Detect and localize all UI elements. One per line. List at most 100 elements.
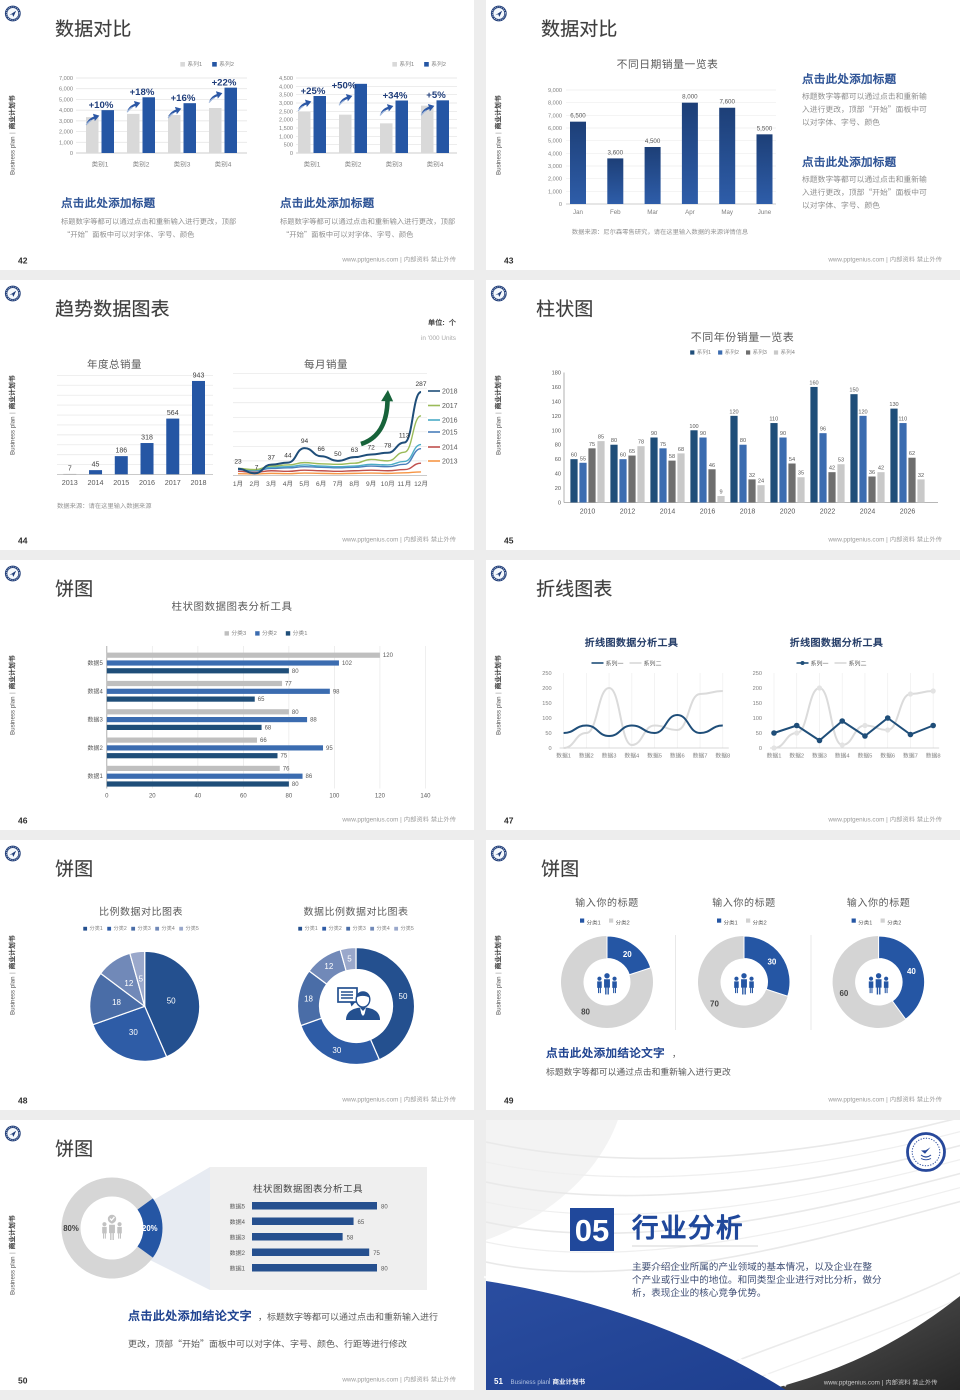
svg-text:46: 46 — [18, 816, 28, 826]
svg-text:3,000: 3,000 — [59, 119, 73, 125]
svg-text:Business plan: Business plan — [10, 416, 17, 455]
svg-text:7,000: 7,000 — [548, 113, 562, 119]
svg-text:11: 11 — [397, 481, 404, 488]
svg-text:www.pptgenius.com |: www.pptgenius.com | — [341, 1377, 402, 1384]
svg-text:www.pptgenius.com |: www.pptgenius.com | — [341, 537, 402, 544]
svg-text:40: 40 — [907, 967, 916, 976]
svg-text:Business plan: Business plan — [10, 696, 17, 735]
svg-text:58: 58 — [669, 454, 675, 460]
svg-text:36: 36 — [869, 470, 875, 476]
svg-text:6,000: 6,000 — [548, 126, 562, 132]
svg-text:60: 60 — [620, 453, 626, 459]
svg-text:80: 80 — [381, 1267, 388, 1273]
svg-text:7: 7 — [915, 754, 918, 760]
svg-text:80: 80 — [611, 438, 617, 444]
svg-text:2022: 2022 — [820, 509, 836, 516]
svg-text:1,500: 1,500 — [279, 126, 293, 132]
svg-text:63: 63 — [351, 447, 359, 454]
svg-text:4: 4 — [846, 754, 850, 760]
svg-text:20: 20 — [555, 486, 561, 492]
svg-text:0: 0 — [105, 794, 109, 800]
svg-text:66: 66 — [260, 738, 267, 744]
svg-text:75: 75 — [373, 1251, 380, 1257]
svg-text:2017: 2017 — [442, 403, 458, 410]
svg-text:8: 8 — [727, 754, 730, 760]
svg-text:www.pptgenius.com |: www.pptgenius.com | — [827, 817, 888, 824]
svg-text:32: 32 — [749, 473, 755, 479]
svg-text:www.pptgenius.com |: www.pptgenius.com | — [341, 817, 402, 824]
svg-text:1: 1 — [199, 62, 202, 68]
svg-text:68: 68 — [678, 447, 684, 453]
svg-text:6: 6 — [892, 754, 895, 760]
svg-text:www.pptgenius.com |: www.pptgenius.com | — [341, 257, 402, 264]
svg-text:3: 3 — [242, 1236, 246, 1242]
svg-text:37: 37 — [268, 455, 276, 462]
svg-text:5: 5 — [869, 754, 872, 760]
svg-text:4,000: 4,000 — [59, 108, 73, 114]
svg-text:2016: 2016 — [139, 478, 155, 487]
svg-text:www.pptgenius.com |: www.pptgenius.com | — [827, 537, 888, 544]
svg-text:2018: 2018 — [190, 478, 206, 487]
svg-text:Business plan: Business plan — [496, 416, 503, 455]
svg-text:80%: 80% — [63, 1224, 79, 1233]
svg-text:Business plan: Business plan — [10, 136, 17, 175]
svg-text:3: 3 — [266, 481, 270, 488]
svg-text:3: 3 — [824, 754, 827, 760]
svg-text:+5%: +5% — [426, 90, 446, 101]
svg-text:3,000: 3,000 — [548, 164, 562, 170]
svg-text:6: 6 — [316, 481, 320, 488]
svg-text:2: 2 — [591, 754, 594, 760]
svg-text:1,000: 1,000 — [59, 140, 73, 146]
svg-text:4: 4 — [283, 481, 287, 488]
svg-text:June: June — [758, 209, 772, 216]
svg-text:68: 68 — [265, 725, 272, 731]
svg-text:76: 76 — [283, 766, 290, 772]
svg-text:100: 100 — [753, 716, 762, 722]
svg-text:3: 3 — [363, 926, 366, 932]
svg-text:50: 50 — [756, 731, 762, 737]
svg-text:7: 7 — [255, 464, 259, 471]
svg-text:4,500: 4,500 — [645, 138, 661, 145]
svg-text:65: 65 — [258, 697, 265, 703]
svg-text:1: 1 — [778, 754, 781, 760]
svg-text:5: 5 — [659, 754, 662, 760]
svg-text:5,000: 5,000 — [548, 139, 562, 145]
svg-text:2015: 2015 — [442, 429, 458, 436]
svg-text:86: 86 — [306, 774, 313, 780]
svg-text:40: 40 — [195, 794, 202, 800]
svg-text:6: 6 — [681, 754, 684, 760]
svg-text:3,000: 3,000 — [279, 101, 293, 107]
svg-text:110: 110 — [769, 417, 778, 423]
svg-text:78: 78 — [384, 443, 392, 450]
svg-text:4: 4 — [99, 689, 103, 695]
svg-text:05: 05 — [575, 1213, 609, 1248]
svg-text:3,600: 3,600 — [608, 149, 624, 156]
svg-text:1: 1 — [708, 350, 711, 356]
svg-text:120: 120 — [383, 653, 394, 659]
svg-text:2018: 2018 — [442, 388, 458, 395]
svg-text:60: 60 — [555, 457, 561, 463]
svg-text:2010: 2010 — [580, 509, 596, 516]
svg-text:100: 100 — [329, 794, 340, 800]
svg-text:70: 70 — [710, 999, 719, 1008]
svg-text:65: 65 — [358, 1220, 365, 1226]
svg-text:1,000: 1,000 — [548, 189, 562, 195]
svg-text:2020: 2020 — [780, 509, 796, 516]
svg-text:48: 48 — [18, 1096, 28, 1106]
svg-text:65: 65 — [629, 449, 635, 455]
svg-text:2024: 2024 — [860, 509, 876, 516]
svg-text:140: 140 — [420, 794, 431, 800]
svg-text:55: 55 — [580, 456, 586, 462]
svg-text:0: 0 — [548, 746, 551, 752]
svg-text:186: 186 — [115, 448, 127, 455]
svg-text:100: 100 — [552, 428, 561, 434]
svg-text:0: 0 — [290, 151, 293, 157]
svg-text:2014: 2014 — [660, 509, 676, 516]
svg-text:88: 88 — [310, 718, 317, 724]
svg-text:2: 2 — [124, 926, 127, 932]
svg-text:160: 160 — [809, 380, 818, 386]
svg-text:53: 53 — [838, 458, 844, 464]
svg-text:1: 1 — [99, 774, 103, 780]
svg-text:94: 94 — [301, 438, 309, 445]
svg-text:in '000 Units: in '000 Units — [421, 335, 456, 342]
